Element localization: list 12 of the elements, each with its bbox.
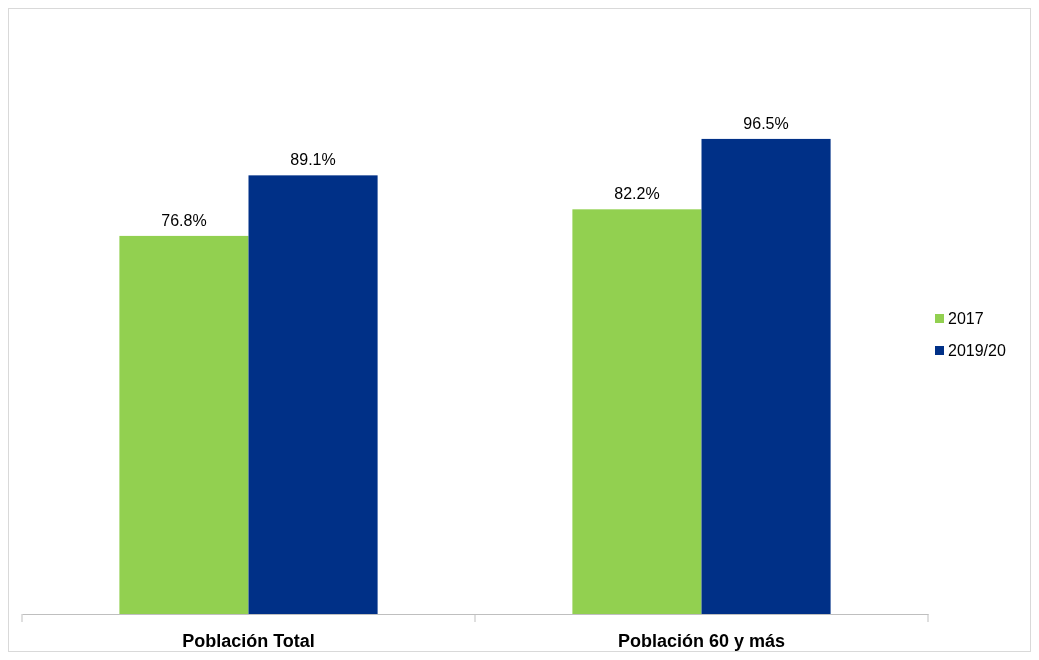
x-tick-label: Población Total — [182, 631, 315, 651]
x-tick-label: Población 60 y más — [617, 631, 786, 651]
legend-label: 2017 — [948, 310, 984, 327]
data-label: 96.5% — [743, 114, 789, 132]
bar — [572, 209, 702, 614]
legend-label: 2019/20 — [948, 342, 1006, 359]
data-label: 82.2% — [614, 185, 660, 203]
bar — [119, 235, 249, 614]
data-label: 89.1% — [290, 151, 336, 169]
data-label: 76.8% — [161, 211, 207, 229]
bar — [701, 138, 831, 614]
bar — [248, 175, 378, 614]
